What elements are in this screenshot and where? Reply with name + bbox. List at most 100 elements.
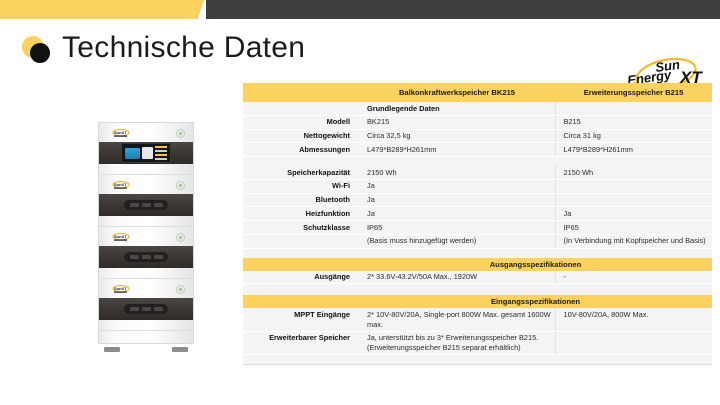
row-value-a: Ja xyxy=(359,193,555,208)
svg-text:SunXT: SunXT xyxy=(114,286,127,291)
row-note-a: (Basis muss hinzugefügt werden) xyxy=(359,234,555,249)
row-value-a: IP65 xyxy=(359,220,555,235)
row-label: Nettogewicht xyxy=(243,129,359,144)
row-value-a: 2* 33.6V-43.2V/50A Max., 1920W xyxy=(359,270,555,285)
power-button-icon xyxy=(176,233,185,242)
table-bottom-pad xyxy=(243,354,712,366)
row-value-b: - xyxy=(554,270,712,285)
row-value-a: 2* 10V-80V/20A, Single-port 800W Max. ge… xyxy=(359,308,555,332)
module-display xyxy=(121,143,171,163)
top-accent-bar-dark xyxy=(206,0,720,19)
module-brand-icon: SunXT xyxy=(112,285,130,293)
spec-table: Balkonkraftwerkspeicher BK215 Erweiterun… xyxy=(243,83,712,366)
row-note-b: (In Verbindung mit Kopfspeicher und Basi… xyxy=(554,234,712,249)
stack-foot-left xyxy=(104,347,120,352)
row-value-a: L479*B289*H261mm xyxy=(359,142,555,158)
svg-text:SunXT: SunXT xyxy=(114,130,127,135)
module-brand-icon: SunXT xyxy=(112,129,130,137)
stack-base xyxy=(98,342,194,352)
row-value-a: BK215 xyxy=(359,115,555,130)
module-handle xyxy=(124,252,168,262)
row-value-b xyxy=(554,193,712,208)
table-row: Bluetooth Ja xyxy=(243,193,712,208)
table-row: Grundlegende Daten xyxy=(243,102,712,116)
table-header-row: Balkonkraftwerkspeicher BK215 Erweiterun… xyxy=(243,83,712,102)
section-band-input: Eingangsspezifikationen xyxy=(243,295,712,309)
row-label: Erweiterbarer Speicher xyxy=(243,331,359,356)
brand-logo: Sun Energy XT xyxy=(620,54,712,94)
display-value xyxy=(142,147,153,159)
sun-energy-xt-logo-icon: Sun Energy XT xyxy=(626,57,703,91)
power-button-icon xyxy=(176,285,185,294)
row-value-b: 2150 Wh xyxy=(554,166,712,180)
header-cell-b215: Erweiterungsspeicher B215 xyxy=(555,83,712,102)
module-face xyxy=(99,246,193,268)
table-row: MPPT Eingänge 2* 10V-80V/20A, Single-por… xyxy=(243,308,712,332)
battery-stack: SunXT SunXT xyxy=(98,122,194,344)
svg-text:Sun: Sun xyxy=(654,57,680,75)
module-handle xyxy=(124,200,168,210)
svg-text:SunXT: SunXT xyxy=(114,182,127,187)
section-title-output: Ausgangsspezifikationen xyxy=(359,257,712,271)
title-row: Technische Daten Sun Energy XT xyxy=(0,26,720,91)
row-value-a: 2150 Wh xyxy=(359,166,555,180)
power-button-icon xyxy=(176,181,185,190)
table-row: Erweiterbarer Speicher Ja, unterstützt b… xyxy=(243,331,712,356)
row-label: Bluetooth xyxy=(243,193,359,208)
table-row: Schutzklasse IP65 IP65 xyxy=(243,220,712,235)
row-value-b: IP65 xyxy=(554,220,712,235)
svg-text:XT: XT xyxy=(679,68,703,87)
table-row: Modell BK215 B215 xyxy=(243,115,712,130)
table-row: Ausgänge 2* 33.6V-43.2V/50A Max., 1920W … xyxy=(243,270,712,285)
table-spacer xyxy=(243,283,712,296)
row-label: Wi-Fi xyxy=(243,179,359,194)
section-title-basic: Grundlegende Daten xyxy=(359,102,555,116)
row-value-b: 10V-80V/20A, 800W Max. xyxy=(554,308,712,332)
row-label: Ausgänge xyxy=(243,270,359,285)
top-accent-bar-yellow xyxy=(0,0,204,19)
section-title-input: Eingangsspezifikationen xyxy=(359,295,712,309)
title-bullet xyxy=(22,36,56,66)
header-cell-bk215: Balkonkraftwerkspeicher BK215 xyxy=(359,83,555,102)
svg-text:SunXT: SunXT xyxy=(114,234,127,239)
row-value-b xyxy=(554,179,712,194)
module-face xyxy=(99,142,193,164)
battery-module-3: SunXT xyxy=(99,227,193,279)
row-label: MPPT Eingänge xyxy=(243,308,359,332)
row-value-b: L479*B289*H261mm xyxy=(554,142,712,158)
table-row: Speicherkapazität 2150 Wh 2150 Wh xyxy=(243,166,712,180)
module-face xyxy=(99,194,193,216)
table-row: Wi-Fi Ja xyxy=(243,179,712,194)
row-label: Schutzklasse xyxy=(243,220,359,235)
row-value-b: Circa 31 kg xyxy=(554,129,712,144)
product-image: SunXT SunXT xyxy=(92,122,200,352)
module-handle xyxy=(124,304,168,314)
row-value-b: B215 xyxy=(554,115,712,130)
row-value-a: Ja, unterstützt bis zu 3* Erweiterungssp… xyxy=(359,331,555,356)
module-face xyxy=(99,298,193,320)
power-button-icon xyxy=(176,129,185,138)
table-spacer xyxy=(243,156,712,167)
stack-foot-right xyxy=(172,347,188,352)
row-label: Speicherkapazität xyxy=(243,166,359,180)
header-cell-blank xyxy=(243,83,359,102)
battery-module-head: SunXT xyxy=(99,123,193,175)
row-label: Heizfunktion xyxy=(243,206,359,222)
row-value-a: Circa 32,5 kg xyxy=(359,129,555,144)
svg-text:Energy: Energy xyxy=(626,67,672,88)
display-rows xyxy=(155,145,167,161)
row-value-a: Ja xyxy=(359,179,555,194)
row-value-a: Ja xyxy=(359,206,555,222)
table-row-note: (Basis muss hinzugefügt werden) (In Verb… xyxy=(243,234,712,249)
row-label: Abmessungen xyxy=(243,142,359,158)
battery-module-2: SunXT xyxy=(99,175,193,227)
battery-module-4: SunXT xyxy=(99,279,193,331)
table-row: Nettogewicht Circa 32,5 kg Circa 31 kg xyxy=(243,129,712,144)
circle-black-icon xyxy=(30,43,50,63)
display-gauge xyxy=(125,147,141,159)
module-brand-icon: SunXT xyxy=(112,181,130,189)
table-row: Abmessungen L479*B289*H261mm L479*B289*H… xyxy=(243,142,712,158)
row-value-b xyxy=(554,331,712,356)
module-brand-icon: SunXT xyxy=(112,233,130,241)
table-row: Heizfunktion Ja Ja xyxy=(243,206,712,222)
